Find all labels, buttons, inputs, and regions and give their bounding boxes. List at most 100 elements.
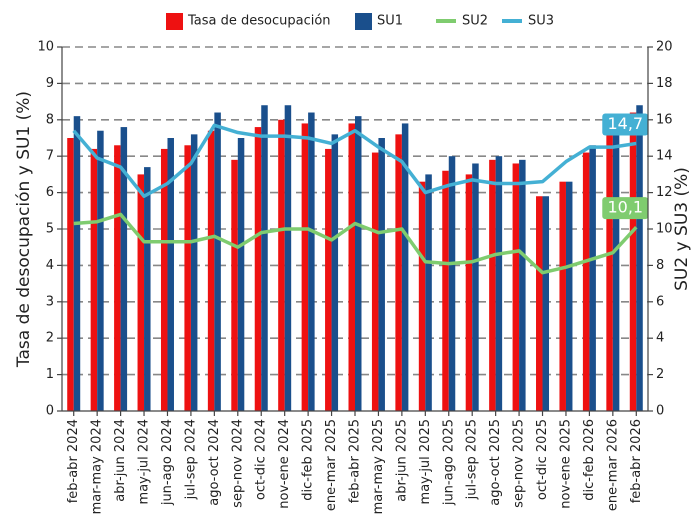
y2-tick-label: 8 bbox=[656, 258, 664, 273]
x-tick-label: feb-abr 2024 bbox=[66, 419, 81, 503]
bar bbox=[160, 148, 168, 412]
bar bbox=[348, 123, 355, 411]
y2-tick-label: 14 bbox=[656, 149, 673, 164]
bar bbox=[308, 112, 315, 412]
bar bbox=[559, 181, 566, 411]
bar bbox=[465, 174, 473, 411]
bar bbox=[425, 174, 432, 411]
y2-tick-label: 20 bbox=[656, 40, 673, 55]
legend-label: SU3 bbox=[528, 14, 554, 29]
y-tick-label: 8 bbox=[46, 112, 54, 127]
end-label: 14,7 bbox=[607, 114, 643, 133]
bar bbox=[237, 138, 245, 411]
bar bbox=[448, 156, 456, 411]
bar bbox=[442, 170, 449, 411]
bar bbox=[184, 145, 191, 411]
bar bbox=[278, 119, 285, 412]
bar bbox=[231, 159, 238, 411]
legend-label: SU1 bbox=[377, 14, 403, 29]
line bbox=[73, 212, 638, 275]
bar bbox=[301, 123, 309, 411]
y2-tick-label: 12 bbox=[656, 185, 673, 200]
bar bbox=[401, 123, 409, 411]
bar bbox=[612, 123, 620, 411]
bar bbox=[90, 148, 98, 412]
bar bbox=[261, 105, 268, 412]
bar bbox=[378, 138, 385, 411]
bar bbox=[519, 159, 526, 411]
bar bbox=[489, 159, 496, 411]
bar bbox=[542, 196, 550, 411]
y-tick-label: 2 bbox=[46, 331, 54, 346]
bar bbox=[629, 112, 637, 412]
y2-tick-label: 0 bbox=[656, 404, 664, 419]
bar bbox=[472, 163, 479, 411]
bar bbox=[67, 138, 74, 411]
x-tick-label: may-jul 2024 bbox=[137, 419, 152, 504]
y2-tick-label: 6 bbox=[656, 294, 664, 309]
x-tick-label: jul-sep 2024 bbox=[183, 419, 198, 500]
x-tick-label: ene-mar 2025 bbox=[324, 419, 339, 511]
x-tick-label: feb-abr 2025 bbox=[348, 419, 363, 503]
y-tick-label: 6 bbox=[46, 185, 54, 200]
x-tick-label: nov-ene 2024 bbox=[277, 419, 292, 509]
x-tick-label: jun-ago 2024 bbox=[160, 419, 175, 506]
y2-tick-label: 18 bbox=[656, 76, 673, 91]
x-tick-label: ago-oct 2024 bbox=[207, 419, 222, 506]
y-tick-label: 7 bbox=[46, 149, 54, 164]
y-tick-label: 1 bbox=[46, 367, 54, 382]
x-tick-label: oct-dic 2024 bbox=[254, 419, 269, 500]
x-tick-label: jun-ago 2025 bbox=[441, 419, 456, 506]
x-tick-label: abr-jun 2025 bbox=[394, 419, 409, 502]
x-tick-label: may-jul 2025 bbox=[418, 419, 433, 504]
bar bbox=[190, 134, 198, 412]
x-tick-label: mar-may 2025 bbox=[371, 419, 386, 514]
bar bbox=[214, 112, 221, 412]
x-tick-label: ago-oct 2025 bbox=[488, 419, 503, 506]
bar bbox=[284, 105, 292, 412]
bar bbox=[355, 116, 362, 411]
x-tick-label: feb-abr 2026 bbox=[629, 419, 644, 503]
bar bbox=[582, 152, 590, 411]
y-tick-label: 3 bbox=[46, 294, 54, 309]
y-tick-label: 5 bbox=[46, 222, 54, 237]
bar bbox=[331, 134, 339, 412]
bar bbox=[395, 134, 402, 412]
y2-tick-label: 10 bbox=[656, 222, 673, 237]
legend-label: Tasa de desocupación bbox=[187, 14, 331, 29]
end-label-box bbox=[602, 197, 649, 220]
x-tick-label: nov-ene 2025 bbox=[558, 419, 573, 509]
bar bbox=[325, 148, 332, 412]
y-axis-label: Tasa de desocupación y SU1 (%) bbox=[14, 91, 34, 368]
y2-tick-label: 16 bbox=[656, 112, 673, 127]
x-tick-label: mar-may 2024 bbox=[90, 419, 105, 514]
x-tick-label: oct-dic 2025 bbox=[535, 419, 550, 500]
bar bbox=[254, 127, 262, 411]
x-tick-label: sep-nov 2025 bbox=[512, 419, 527, 508]
bar bbox=[114, 145, 121, 411]
bar bbox=[167, 138, 174, 411]
bar bbox=[512, 163, 520, 411]
y2-tick-label: 2 bbox=[656, 367, 664, 382]
y-tick-label: 10 bbox=[37, 40, 54, 55]
bar bbox=[120, 127, 128, 411]
bar bbox=[565, 181, 573, 411]
y-tick-label: 4 bbox=[46, 258, 54, 273]
x-tick-label: jul-sep 2025 bbox=[465, 419, 480, 500]
x-tick-label: ene-mar 2026 bbox=[605, 419, 620, 511]
bar bbox=[536, 196, 543, 411]
y-tick-label: 0 bbox=[46, 404, 54, 419]
bar bbox=[418, 181, 426, 411]
bar bbox=[606, 134, 613, 412]
legend-swatch bbox=[166, 13, 183, 30]
x-tick-label: abr-jun 2024 bbox=[113, 419, 128, 502]
end-label: 10,1 bbox=[607, 198, 643, 217]
x-tick-label: dic-feb 2025 bbox=[301, 419, 316, 501]
bar bbox=[371, 152, 379, 411]
end-label-box bbox=[602, 113, 649, 136]
bar bbox=[73, 116, 81, 411]
bar bbox=[495, 156, 503, 411]
y2-axis-label: SU2 y SU3 (%) bbox=[672, 167, 692, 291]
bar bbox=[97, 130, 104, 411]
